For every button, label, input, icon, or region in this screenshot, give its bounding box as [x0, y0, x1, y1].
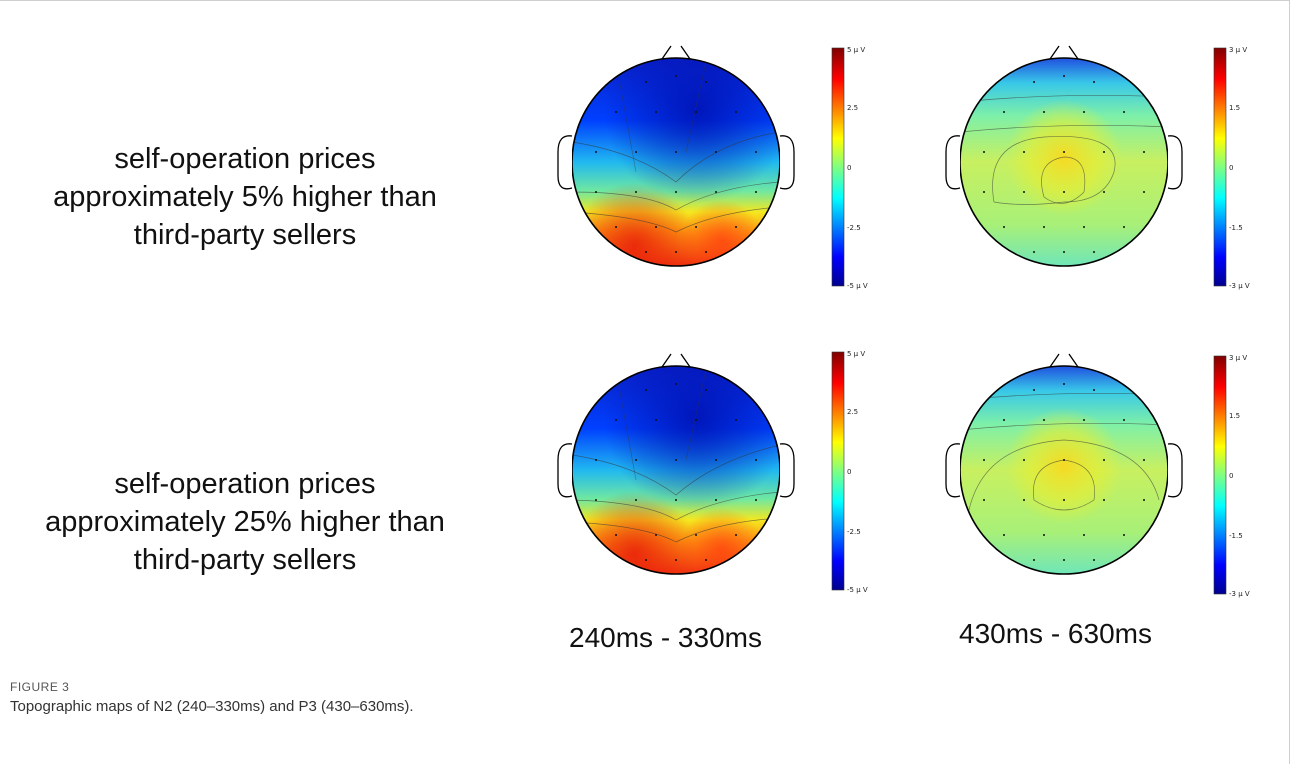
colorbar-tick: 2.5	[847, 408, 858, 416]
colorbar-p3-5pct: 3 μ V 1.5 0 -1.5 -3 μ V	[1213, 46, 1250, 290]
electrode-dots	[595, 383, 757, 561]
row-label-25pct: self-operation prices approximately 25% …	[0, 465, 490, 579]
row-label-line: approximately 5% higher than	[53, 181, 437, 213]
topomap-n2-25pct	[557, 353, 795, 575]
electrode-dots	[983, 75, 1145, 253]
colorbar-top-label: 3 μ V	[1229, 46, 1247, 54]
topomap-p3-5pct	[945, 45, 1183, 267]
colorbar-n2-5pct: 5 μ V 2.5 0 -2.5 -5 μ V	[831, 46, 868, 290]
colorbar-n2-25pct: 5 μ V 2.5 0 -2.5 -5 μ V	[831, 350, 868, 594]
figure-caption: Topographic maps of N2 (240–330ms) and P…	[10, 698, 414, 715]
row-label-line: third-party sellers	[133, 219, 357, 251]
colorbar-tick: 0	[847, 468, 851, 476]
colorbar-tick: 0	[1229, 472, 1233, 480]
colorbar-tick: 1.5	[1229, 412, 1240, 420]
colorbar-bottom-label: -3 μ V	[1229, 590, 1250, 598]
colorbar-bottom-label: -3 μ V	[1229, 282, 1250, 290]
colorbar-bottom-label: -5 μ V	[847, 282, 868, 290]
time-window-label-p3: 430ms - 630ms	[959, 618, 1152, 649]
colorbar-tick: 2.5	[847, 104, 858, 112]
row-label-line: third-party sellers	[133, 544, 357, 576]
colorbar-top-label: 5 μ V	[847, 46, 865, 54]
colorbar-tick: -1.5	[1229, 532, 1243, 540]
row-label-line: approximately 25% higher than	[45, 506, 445, 538]
row-label-line: self-operation prices	[114, 468, 376, 500]
colorbar-tick: 1.5	[1229, 104, 1240, 112]
electrode-dots	[983, 383, 1145, 561]
colorbar-tick: -2.5	[847, 528, 861, 536]
colorbar-p3-25pct: 3 μ V 1.5 0 -1.5 -3 μ V	[1213, 354, 1250, 598]
electrode-dots	[595, 75, 757, 253]
colorbar-bottom-label: -5 μ V	[847, 586, 868, 594]
topomap-n2-5pct	[557, 45, 795, 267]
colorbar-tick: 0	[1229, 164, 1233, 172]
colorbar-tick: -2.5	[847, 224, 861, 232]
topomap-p3-25pct	[945, 353, 1183, 575]
time-window-label-n2: 240ms - 330ms	[569, 622, 762, 653]
colorbar-top-label: 3 μ V	[1229, 354, 1247, 362]
colorbar-tick: 0	[847, 164, 851, 172]
row-label-line: self-operation prices	[114, 143, 376, 175]
colorbar-tick: -1.5	[1229, 224, 1243, 232]
row-label-5pct: self-operation prices approximately 5% h…	[0, 140, 490, 254]
colorbar-top-label: 5 μ V	[847, 350, 865, 358]
figure-number: FIGURE 3	[10, 680, 70, 694]
